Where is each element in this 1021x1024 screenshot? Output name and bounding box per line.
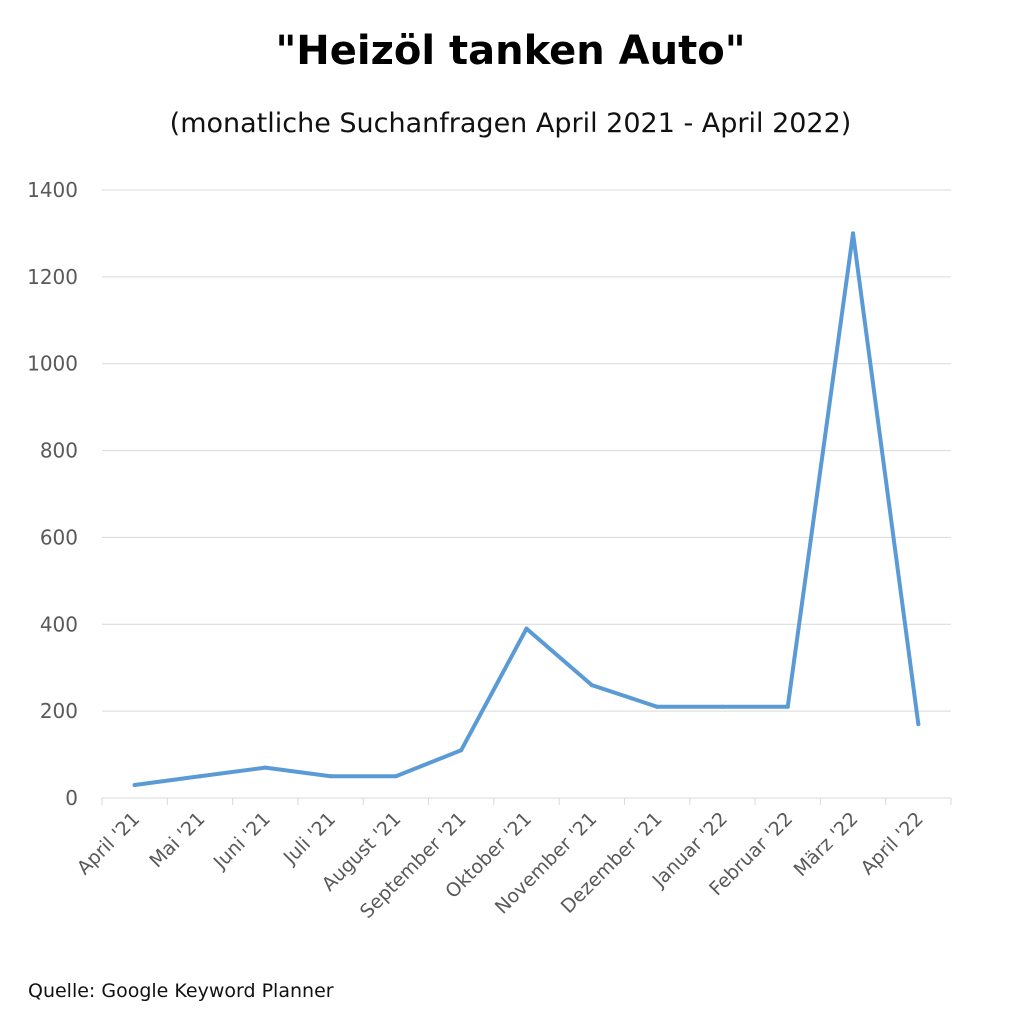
data-point: [328, 774, 333, 779]
data-point: [851, 231, 856, 236]
y-tick-label: 600: [40, 525, 78, 549]
chart-subtitle: (monatliche Suchanfragen April 2021 - Ap…: [169, 108, 852, 139]
source-note: Quelle: Google Keyword Planner: [28, 980, 334, 1002]
x-tick-label: April '22: [857, 808, 928, 879]
x-tick-label: März '22: [790, 808, 863, 881]
x-tick-label: Juli '21: [279, 808, 340, 869]
data-point: [132, 782, 137, 787]
y-tick-label: 1200: [27, 265, 78, 289]
data-point: [459, 748, 464, 753]
data-point: [589, 683, 594, 688]
data-point: [916, 722, 921, 727]
data-point: [197, 774, 202, 779]
y-tick-label: 800: [40, 439, 78, 463]
x-tick-label: Juni '21: [209, 808, 275, 874]
data-point: [720, 704, 725, 709]
y-tick-label: 0: [65, 786, 78, 810]
series-lines: [132, 231, 921, 787]
series-line: [132, 231, 921, 787]
y-tick-label: 200: [40, 699, 78, 723]
data-point: [785, 704, 790, 709]
x-tick-label: April '21: [73, 808, 144, 879]
x-tick-label: Mai '21: [145, 808, 209, 872]
y-tick-label: 400: [40, 612, 78, 636]
data-point: [655, 704, 660, 709]
data-point: [524, 626, 529, 631]
data-point: [263, 765, 268, 770]
chart-title: "Heizöl tanken Auto": [275, 28, 746, 74]
y-tick-label: 1400: [27, 178, 78, 202]
data-point: [393, 774, 398, 779]
y-tick-label: 1000: [27, 352, 78, 376]
y-axis-tick-labels: 0 200 400 600 800 1000 1200 1400: [27, 178, 78, 810]
